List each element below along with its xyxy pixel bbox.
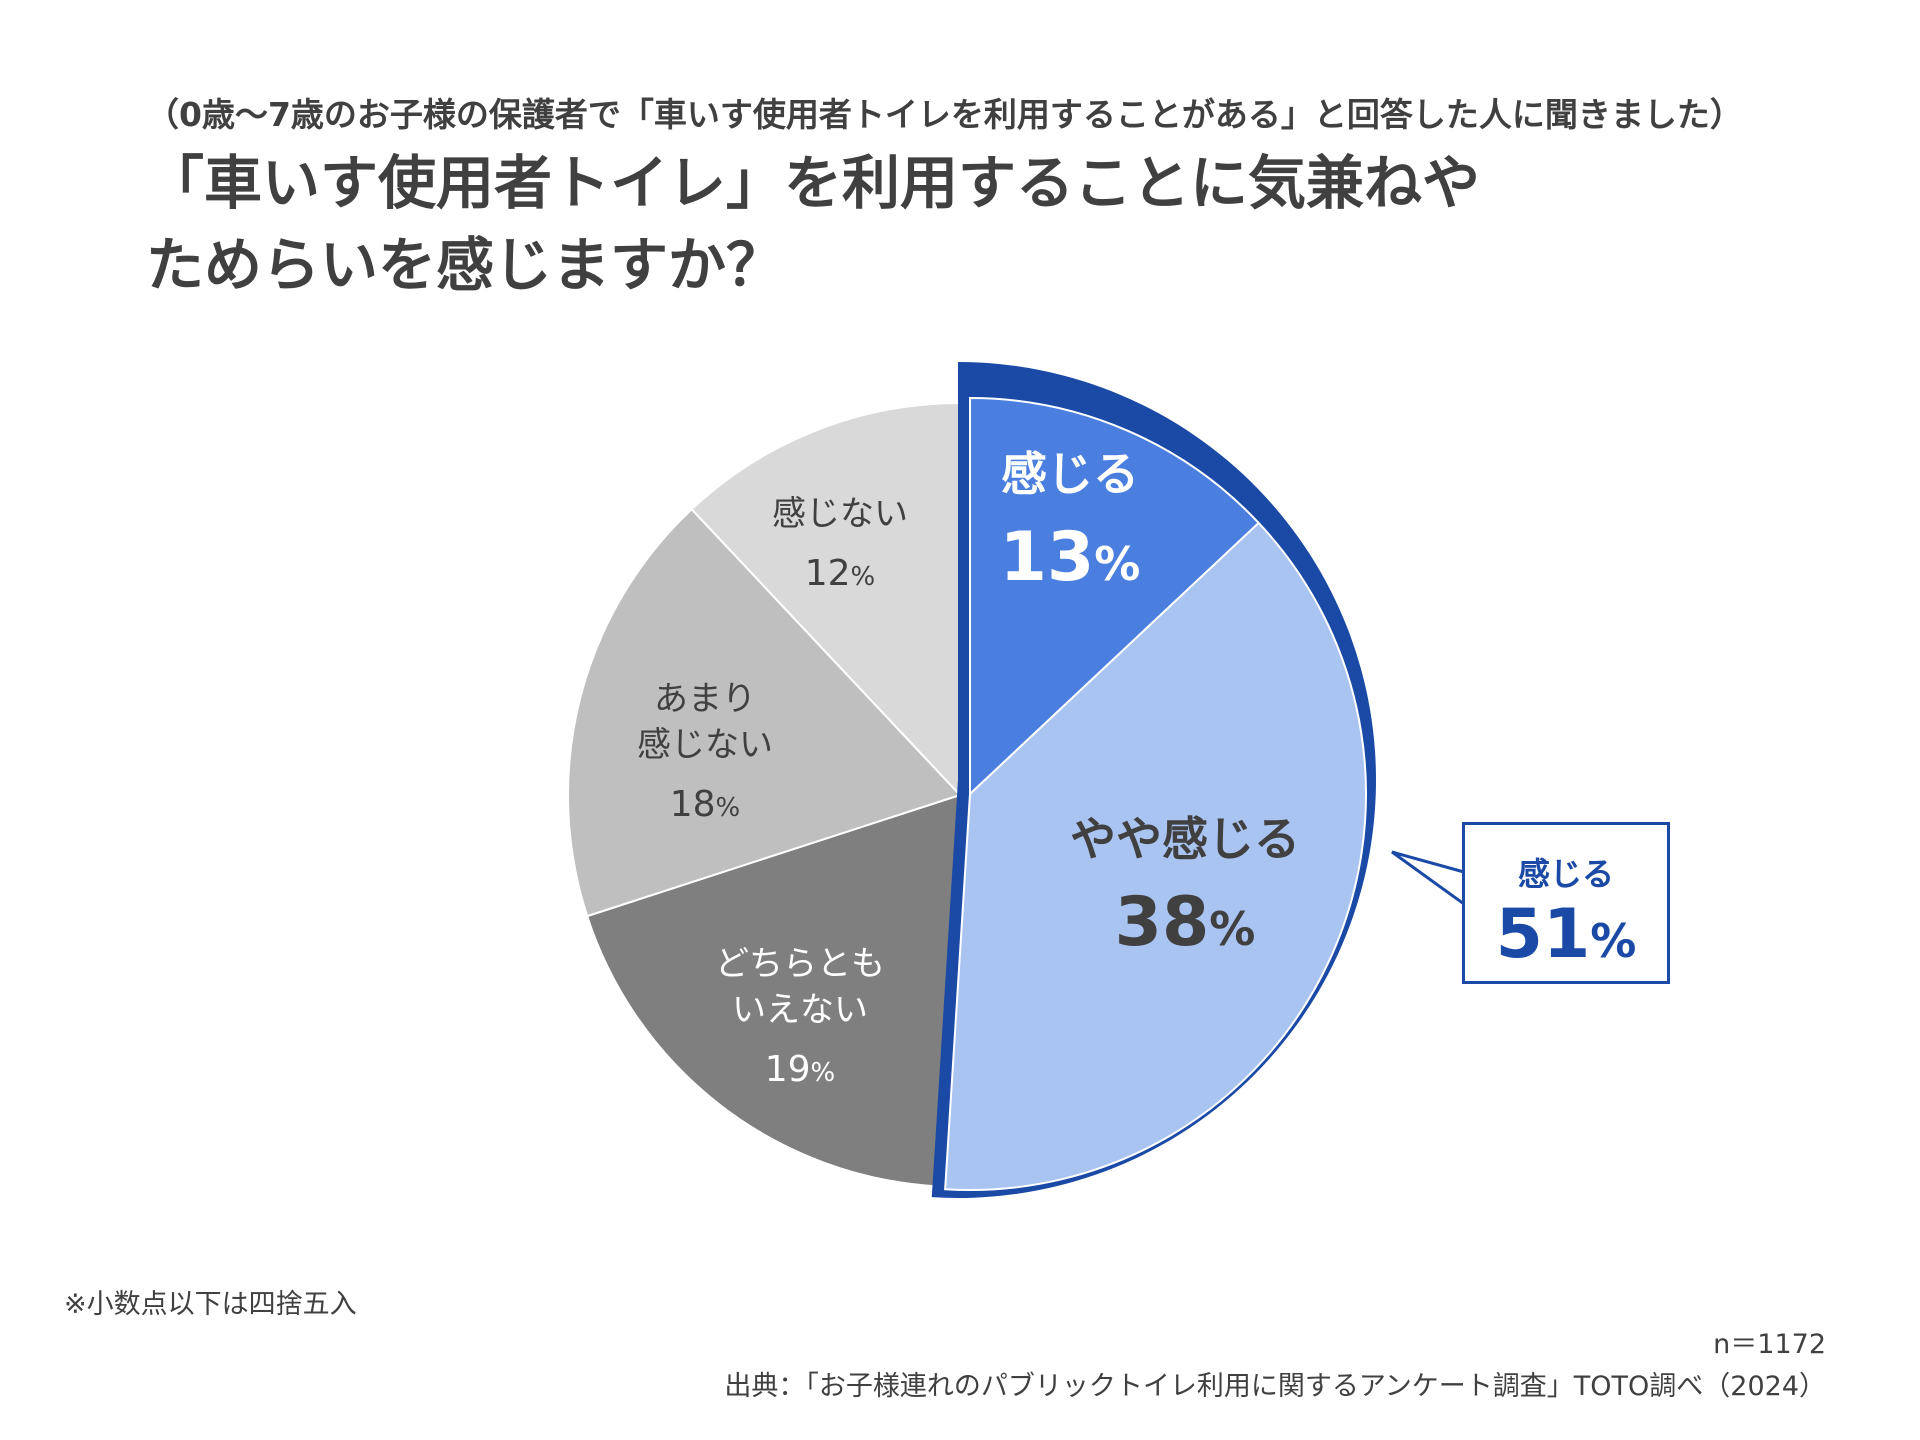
slice-value-unit-4: % bbox=[716, 793, 741, 823]
callout-pointer-group bbox=[1391, 850, 1466, 907]
chart-subtitle: （0歳～7歳のお子様の保護者で「車いす使用者トイレを利用することがある」と回答し… bbox=[146, 95, 1743, 134]
slice-value-unit-2: % bbox=[1209, 902, 1255, 956]
slice-value-5: 12% bbox=[805, 553, 876, 594]
slice-value-number-3: 19 bbox=[765, 1049, 811, 1090]
highlight-outline-group bbox=[931, 362, 1377, 1198]
slice-label-1-line-1: 感じる bbox=[1001, 447, 1139, 501]
callout-unit: % bbox=[1590, 914, 1637, 968]
callout-number: 51 bbox=[1495, 895, 1591, 974]
slice-value-2: 38% bbox=[1115, 883, 1256, 962]
slice-value-number-2: 38 bbox=[1115, 883, 1210, 962]
pie-slice-3 bbox=[585, 793, 962, 1188]
callout-value: 51% bbox=[1465, 897, 1667, 979]
slice-value-1: 13% bbox=[1000, 518, 1141, 597]
slice-value-number-1: 13 bbox=[1000, 518, 1095, 597]
slice-labels: 感じる13%やや感じる38%どちらともいえない19%あまり感じない18%感じない… bbox=[637, 447, 1300, 1090]
slice-label-4-line-1: あまり bbox=[654, 679, 756, 719]
sample-size: n＝1172 bbox=[1713, 1329, 1826, 1360]
callout-box: 感じる 51% bbox=[1462, 822, 1670, 984]
slice-value-unit-3: % bbox=[811, 1058, 836, 1088]
slice-value-4: 18% bbox=[670, 784, 741, 825]
rounding-note: ※小数点以下は四捨五入 bbox=[64, 1289, 357, 1320]
callout-pointer bbox=[1391, 850, 1466, 907]
pie-slice-5 bbox=[690, 401, 961, 798]
slice-label-4-line-2: 感じない bbox=[637, 725, 773, 765]
pie-slice-4 bbox=[567, 507, 962, 918]
slice-value-number-5: 12 bbox=[805, 553, 851, 594]
slice-label-5-line-1: 感じない bbox=[772, 494, 908, 534]
pie-slice-1 bbox=[969, 396, 1261, 797]
chart-title: 「車いす使用者トイレ」を利用することに気兼ねや ためらいを感じますか？ bbox=[146, 142, 1480, 306]
slice-label-2-line-1: やや感じる bbox=[1070, 812, 1300, 866]
slice-label-3-line-2: いえない bbox=[732, 990, 868, 1030]
slice-value-number-4: 18 bbox=[670, 784, 716, 825]
slice-value-unit-5: % bbox=[851, 562, 876, 592]
callout-label: 感じる bbox=[1517, 855, 1614, 893]
slice-label-3-line-1: どちらとも bbox=[715, 944, 885, 984]
slice-value-3: 19% bbox=[765, 1049, 836, 1090]
source-credit: 出典：「お子様連れのパブリックトイレ利用に関するアンケート調査」TOTO調べ（2… bbox=[724, 1371, 1826, 1402]
chart-title-line-1: 「車いす使用者トイレ」を利用することに気兼ねや bbox=[146, 149, 1481, 217]
slice-value-unit-1: % bbox=[1094, 537, 1140, 591]
chart-title-line-2: ためらいを感じますか？ bbox=[146, 231, 785, 299]
pie-slice-2 bbox=[944, 521, 1367, 1191]
pie-slices bbox=[567, 401, 962, 1188]
